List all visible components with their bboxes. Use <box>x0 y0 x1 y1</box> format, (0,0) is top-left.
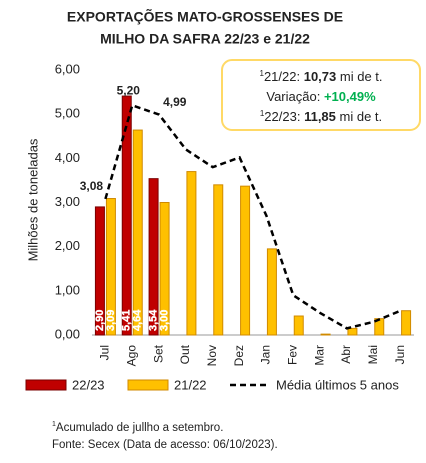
chart-title: EXPORTAÇÕES MATO-GROSSENSES DE <box>67 8 343 25</box>
bar <box>121 95 132 336</box>
summary-box <box>221 59 421 131</box>
x-tick-label: Jan <box>259 345 273 364</box>
summary-line: Variação: +10,49% <box>266 89 376 104</box>
summary-label: Variação: <box>266 89 320 104</box>
x-tick-label: Fev <box>285 345 299 365</box>
y-axis-label: Milhões de toneladas <box>25 138 40 261</box>
data-label: 5,41 <box>121 310 133 331</box>
bar <box>132 129 143 336</box>
x-tick-label: Out <box>178 344 192 364</box>
footnote-text: Fonte: Secex (Data de acesso: 06/10/2023… <box>52 439 278 451</box>
legend-swatch <box>25 379 67 391</box>
legend-label: Média últimos 5 anos <box>276 377 399 392</box>
bar <box>105 198 116 336</box>
summary-sup: 1 <box>260 109 265 118</box>
x-tick-label: Jun <box>393 345 407 364</box>
summary-value: +10,49% <box>324 89 376 104</box>
data-label: 3,09 <box>105 310 117 331</box>
legend-label: 21/22 <box>174 377 207 392</box>
y-tick-label: 2,00 <box>55 238 80 253</box>
summary-label: 21/22: <box>264 69 300 84</box>
x-tick-label: Jul <box>98 345 112 360</box>
x-tick-label: Mar <box>312 345 326 366</box>
summary-label: 22/23: <box>264 109 300 124</box>
data-label: 2,90 <box>94 310 106 331</box>
bar <box>94 206 105 336</box>
bar <box>347 327 358 336</box>
x-tick-label: Abr <box>339 345 353 364</box>
bar <box>240 185 251 336</box>
x-tick-label: Set <box>151 344 165 363</box>
summary-value: 10,73 <box>304 69 337 84</box>
bar <box>266 248 277 336</box>
y-tick-label: 3,00 <box>55 194 80 209</box>
x-tick-label: Nov <box>205 345 219 366</box>
summary-line: 122/23: 11,85 mi de t. <box>260 109 382 125</box>
bar <box>159 202 170 336</box>
footnote: Fonte: Secex (Data de acesso: 06/10/2023… <box>52 439 278 451</box>
data-label: 3,00 <box>158 310 170 331</box>
x-tick-label: Mai <box>366 345 380 364</box>
summary-unit: mi de t. <box>340 69 383 84</box>
x-tick-label: Dez <box>232 345 246 366</box>
summary-value: 11,85 <box>304 109 336 124</box>
footnote: 1Acumulado de jullho a setembro. <box>52 421 223 434</box>
legend-label: 22/23 <box>72 377 105 392</box>
footnote-text: Acumulado de jullho a setembro. <box>56 422 224 434</box>
data-label: 3,08 <box>80 179 104 193</box>
bar <box>148 178 159 336</box>
bar <box>320 333 331 336</box>
summary-line: 121/22: 10,73 mi de t. <box>259 69 382 85</box>
data-label: 4,64 <box>132 309 144 331</box>
y-tick-label: 1,00 <box>55 282 80 297</box>
y-tick-label: 6,00 <box>55 61 80 76</box>
bar <box>213 184 224 336</box>
y-tick-label: 4,00 <box>55 150 80 165</box>
line <box>104 103 402 330</box>
bar <box>186 171 197 336</box>
data-label: 5,20 <box>117 84 141 98</box>
x-tick-label: Ago <box>124 345 138 367</box>
data-label: 4,99 <box>163 95 187 109</box>
legend-swatch <box>127 379 169 391</box>
summary-sup: 1 <box>259 69 264 78</box>
bar <box>401 310 412 336</box>
bar <box>293 315 304 336</box>
summary-unit: mi de t. <box>340 109 383 124</box>
y-tick-label: 5,00 <box>55 106 80 121</box>
footnote-sup: 1 <box>52 421 56 428</box>
chart-title: MILHO DA SAFRA 22/23 e 21/22 <box>100 31 310 47</box>
data-label: 3,54 <box>147 309 159 331</box>
y-tick-label: 0,00 <box>55 326 80 341</box>
